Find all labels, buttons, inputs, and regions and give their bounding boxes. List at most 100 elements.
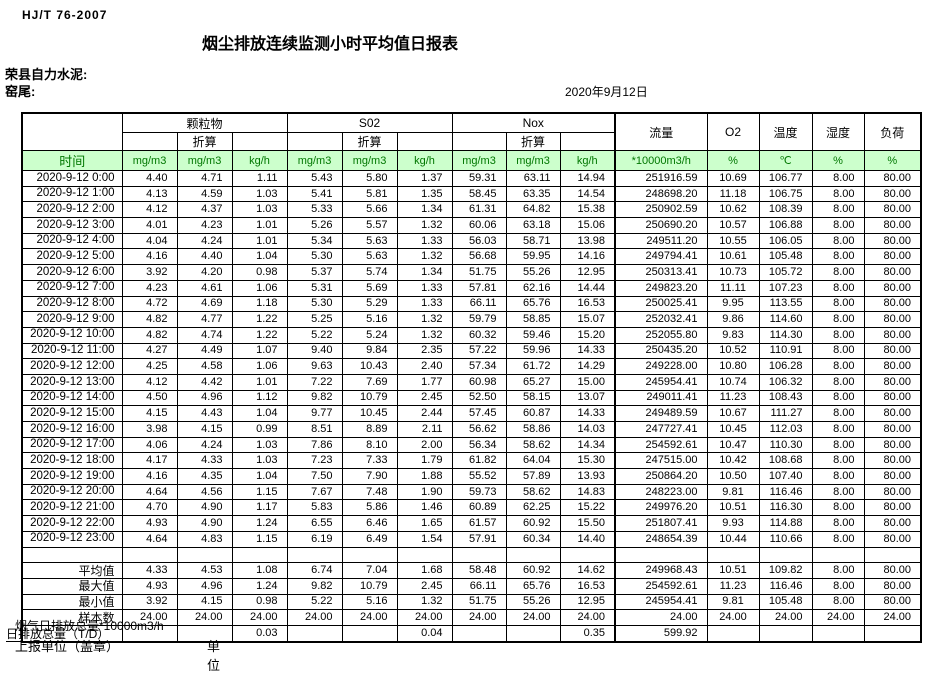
value-cell: 106.88 bbox=[758, 217, 813, 234]
value-cell: 60.06 bbox=[451, 217, 507, 234]
value-cell: 10.51 bbox=[706, 562, 760, 579]
value-cell: 4.71 bbox=[176, 170, 233, 187]
value-cell: 249511.20 bbox=[614, 232, 708, 250]
value-cell bbox=[341, 624, 398, 643]
value-cell: 6.74 bbox=[286, 562, 343, 579]
value-cell: 57.91 bbox=[451, 530, 507, 548]
value-cell: 4.40 bbox=[176, 248, 233, 266]
value-cell: 4.23 bbox=[121, 279, 178, 297]
value-cell: 4.74 bbox=[176, 326, 233, 344]
value-cell: 1.33 bbox=[396, 295, 453, 313]
value-cell: 10.73 bbox=[706, 264, 760, 281]
value-cell: 4.17 bbox=[121, 452, 178, 470]
value-cell: 13.07 bbox=[559, 389, 616, 407]
value-cell bbox=[231, 546, 288, 564]
value-cell: 80.00 bbox=[863, 577, 922, 595]
value-cell: 6.55 bbox=[286, 515, 343, 532]
value-cell: 80.00 bbox=[863, 295, 922, 313]
value-cell: 249489.59 bbox=[614, 405, 708, 422]
value-cell: 107.40 bbox=[758, 468, 813, 485]
value-cell: 59.96 bbox=[505, 342, 561, 360]
value-cell: 1.03 bbox=[231, 185, 288, 203]
value-cell: 1.37 bbox=[396, 170, 453, 187]
hour-row: 2020-9-12 23:00 4.64 4.83 1.15 6.19 6.49 1.54 5… bbox=[21, 530, 922, 548]
value-cell: 64.04 bbox=[505, 452, 561, 470]
value-cell: 1.22 bbox=[231, 326, 288, 344]
group-particulate: 颗粒物 bbox=[121, 112, 288, 133]
value-cell: 15.30 bbox=[559, 452, 616, 470]
value-cell: 0.03 bbox=[231, 624, 288, 643]
value-cell: 8.00 bbox=[811, 421, 865, 438]
value-cell: 56.62 bbox=[451, 421, 507, 438]
value-cell: 248698.20 bbox=[614, 185, 708, 203]
value-cell: 1.22 bbox=[231, 311, 288, 328]
value-cell: 15.38 bbox=[559, 201, 616, 219]
value-cell: 250025.41 bbox=[614, 295, 708, 313]
value-cell: 8.00 bbox=[811, 515, 865, 532]
value-cell: 10.67 bbox=[706, 405, 760, 422]
value-cell: 60.89 bbox=[451, 499, 507, 517]
value-cell: 4.01 bbox=[121, 217, 178, 234]
value-cell: 24.00 bbox=[286, 609, 343, 626]
value-cell: 12.95 bbox=[559, 593, 616, 611]
empty-cell bbox=[286, 132, 343, 151]
value-cell: 65.27 bbox=[505, 373, 561, 391]
value-cell bbox=[176, 546, 233, 564]
value-cell: 1.15 bbox=[231, 530, 288, 548]
value-cell: 1.46 bbox=[396, 499, 453, 517]
value-cell: 3.92 bbox=[121, 593, 178, 611]
value-cell: 24.00 bbox=[396, 609, 453, 626]
value-cell: 80.00 bbox=[863, 452, 922, 470]
value-cell: 59.31 bbox=[451, 170, 507, 187]
value-cell: 0.04 bbox=[396, 624, 453, 643]
value-cell: 80.00 bbox=[863, 499, 922, 517]
value-cell bbox=[863, 624, 922, 643]
value-cell: 80.00 bbox=[863, 201, 922, 219]
value-cell: 5.81 bbox=[341, 185, 398, 203]
value-cell: 61.57 bbox=[451, 515, 507, 532]
value-cell: 56.68 bbox=[451, 248, 507, 266]
value-cell: 8.00 bbox=[811, 201, 865, 219]
value-cell: 1.35 bbox=[396, 185, 453, 203]
time-cell: 2020-9-12 9:00 bbox=[21, 311, 123, 328]
time-cell: 2020-9-12 16:00 bbox=[21, 421, 123, 438]
value-cell: 3.98 bbox=[121, 421, 178, 438]
value-cell: 80.00 bbox=[863, 185, 922, 203]
hour-row: 2020-9-12 16:00 3.98 4.15 0.99 8.51 8.89 2.11 5… bbox=[21, 421, 922, 438]
value-cell bbox=[614, 546, 708, 564]
value-cell: 57.34 bbox=[451, 358, 507, 375]
time-cell: 2020-9-12 5:00 bbox=[21, 248, 123, 266]
hour-row: 2020-9-12 1:00 4.13 4.59 1.03 5.41 5.81 1.35 58… bbox=[21, 185, 922, 203]
value-cell: 4.27 bbox=[121, 342, 178, 360]
value-cell: 4.33 bbox=[121, 562, 178, 579]
value-cell: 10.44 bbox=[706, 530, 760, 548]
value-cell: 80.00 bbox=[863, 405, 922, 422]
value-cell: 250690.20 bbox=[614, 217, 708, 234]
value-cell: 10.74 bbox=[706, 373, 760, 391]
value-cell: 4.13 bbox=[121, 185, 178, 203]
value-cell: 9.82 bbox=[286, 389, 343, 407]
value-cell: 80.00 bbox=[863, 373, 922, 391]
value-cell: 5.26 bbox=[286, 217, 343, 234]
value-cell: 5.25 bbox=[286, 311, 343, 328]
time-cell: 2020-9-12 6:00 bbox=[21, 264, 123, 281]
time-cell: 2020-9-12 15:00 bbox=[21, 405, 123, 422]
value-cell: 6.19 bbox=[286, 530, 343, 548]
value-cell: 106.77 bbox=[758, 170, 813, 187]
value-cell: 248654.39 bbox=[614, 530, 708, 548]
value-cell: 60.34 bbox=[505, 530, 561, 548]
value-cell: 58.45 bbox=[451, 185, 507, 203]
value-cell: 2.35 bbox=[396, 342, 453, 360]
value-cell: 14.54 bbox=[559, 185, 616, 203]
summary-row: 最大值 4.93 4.96 1.24 9.82 10.79 2.45 66.11 65.76 16… bbox=[21, 577, 922, 595]
value-cell: 249011.41 bbox=[614, 389, 708, 407]
value-cell bbox=[341, 546, 398, 564]
value-cell bbox=[451, 624, 507, 643]
value-cell: 9.86 bbox=[706, 311, 760, 328]
time-cell: 2020-9-12 22:00 bbox=[21, 515, 123, 532]
value-cell: 1.32 bbox=[396, 217, 453, 234]
time-cell: 日排放总量（T/D） bbox=[6, 624, 123, 643]
summary-label: 最大值 bbox=[21, 577, 123, 595]
unit-label: 单位 bbox=[207, 639, 221, 673]
unit-cell: % bbox=[863, 150, 922, 171]
